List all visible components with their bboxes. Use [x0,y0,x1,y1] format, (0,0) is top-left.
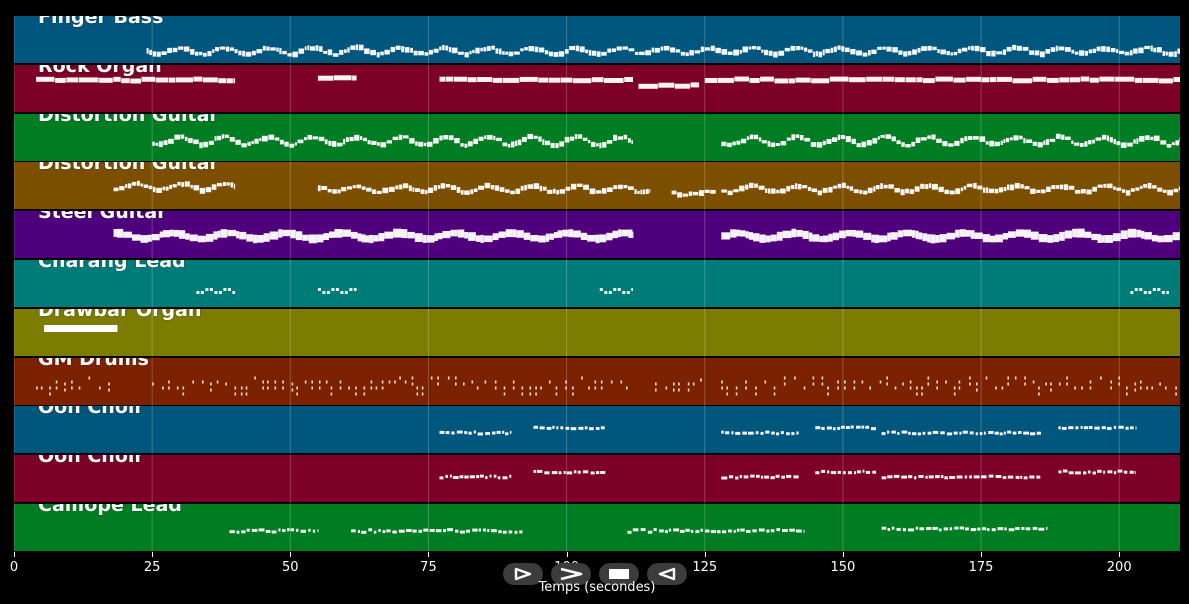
rewind-icon [658,567,676,581]
tick-label: 200 [1106,560,1132,575]
track-name: Distortion Guitar [38,113,219,126]
stop-button[interactable] [599,563,639,585]
track-name: Ooh Choir [38,406,144,419]
tick-label: 0 [9,560,19,575]
track-row[interactable]: Ooh Choir [14,455,1180,503]
note-lane [36,75,1180,89]
note-lane [439,425,1137,436]
note-lane [152,133,1180,148]
track-name: Rock Organ [38,64,162,77]
track-row[interactable]: Drawbar Organ [14,308,1180,356]
note-lane [113,228,1180,244]
tick-label: 50 [282,560,299,575]
track-name: Steel Guitar [38,211,167,224]
track-list: Finger Bass Rock Organ Distortion Guitar Di… [14,16,1180,552]
note-lane [229,526,1048,534]
note-lane [36,376,1177,396]
tick-label: 150 [830,560,856,575]
play-button[interactable] [503,563,543,585]
tick-mark [1119,552,1121,557]
note-lane [146,44,1180,58]
track-row[interactable]: Distortion Guitar [14,113,1180,161]
track-name: Drawbar Organ [38,308,202,321]
tick-mark [152,552,154,557]
track-name: GM Drums [38,357,149,370]
track-row[interactable]: Charang Lead [14,260,1180,307]
track-row[interactable]: Finger Bass [14,16,1180,63]
note-lane [113,181,1180,198]
tick-mark [704,552,706,557]
rewind-button[interactable] [647,563,687,585]
fast-forward-icon [560,567,583,581]
track-row[interactable]: Distortion Guitar [14,162,1180,210]
tick-mark [428,552,430,557]
tick-mark [566,552,568,557]
track-row[interactable]: GM Drums [14,357,1180,405]
fast-forward-button[interactable] [551,563,591,585]
track-name: Ooh Choir [38,455,144,468]
track-row[interactable]: Rock Organ [14,64,1180,112]
tick-label: 25 [143,560,161,575]
track-name: Finger Bass [38,16,164,28]
tick-mark [14,552,15,557]
tick-label: 125 [692,560,718,575]
play-icon [514,567,532,581]
track-name: Calliope Lead [38,504,182,516]
tick-mark [290,552,292,557]
track-name: Distortion Guitar [38,162,219,175]
note-lane [439,469,1136,480]
track-row[interactable]: Calliope Lead [14,504,1180,551]
tick-mark [842,552,844,557]
note-lane [44,324,118,332]
track-name: Charang Lead [38,260,186,272]
note-lane [196,288,1169,294]
time-axis: Temps (secondes) 0255075100125150175200 [0,552,1189,604]
track-row[interactable]: Steel Guitar [14,211,1180,259]
stop-icon [609,569,629,579]
axis-title: Temps (secondes) [538,580,656,595]
track-row[interactable]: Ooh Choir [14,406,1180,454]
tick-label: 175 [968,560,994,575]
tick-mark [981,552,983,557]
tick-label: 75 [420,560,437,575]
